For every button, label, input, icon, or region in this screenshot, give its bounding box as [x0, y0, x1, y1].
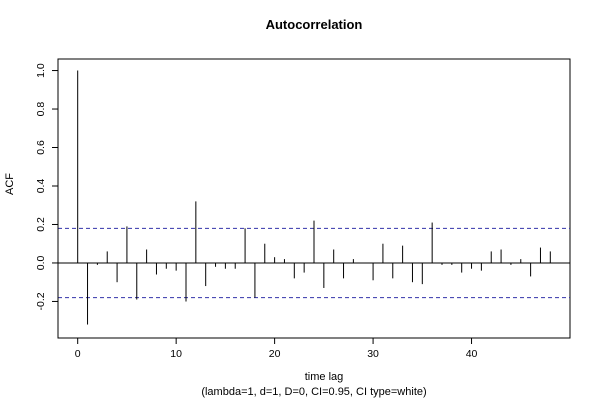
y-tick-label: 0.4: [35, 179, 47, 194]
chart-title: Autocorrelation: [266, 17, 363, 32]
chart-subtitle: (lambda=1, d=1, D=0, CI=0.95, CI type=wh…: [201, 386, 426, 398]
x-tick-label: 40: [466, 348, 478, 360]
x-tick-label: 0: [75, 348, 81, 360]
y-tick-label: 0.6: [35, 140, 47, 155]
y-tick-label: 0.2: [35, 217, 47, 232]
y-tick-label: 0.0: [35, 256, 47, 271]
plot-frame: [57, 58, 571, 339]
x-axis-label: time lag: [305, 371, 344, 383]
x-tick-label: 10: [170, 348, 182, 360]
x-tick-label: 30: [367, 348, 379, 360]
y-tick-label: 1.0: [35, 63, 47, 78]
y-tick-label: -0.2: [35, 292, 47, 310]
acf-bars: [77, 70, 551, 325]
y-tick-label: 0.8: [35, 102, 47, 117]
y-axis: -0.2 0.0 0.2 0.4 0.6 0.8 1.0: [35, 63, 59, 310]
x-axis: 0 10 20 30 40: [75, 337, 478, 360]
x-tick-label: 20: [269, 348, 281, 360]
y-axis-label: ACF: [4, 173, 16, 195]
